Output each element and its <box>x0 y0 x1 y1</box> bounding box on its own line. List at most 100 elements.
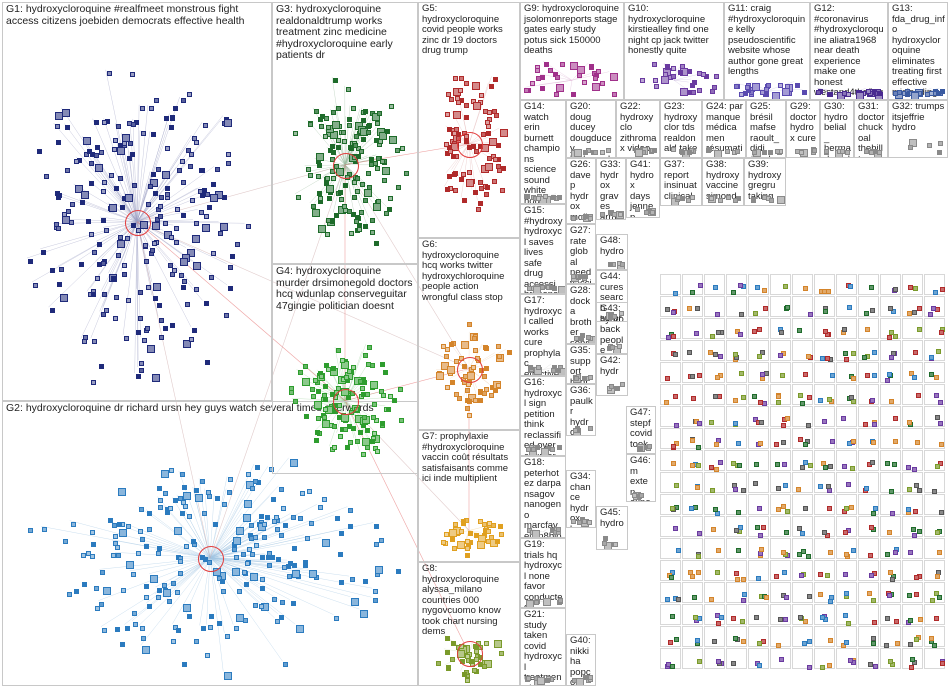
graph-node <box>640 78 646 84</box>
small-group-cell <box>682 450 703 471</box>
graph-node <box>440 540 446 546</box>
graph-node <box>152 222 161 231</box>
graph-node <box>572 427 578 433</box>
graph-node <box>140 636 146 642</box>
graph-node <box>612 541 618 547</box>
graph-node <box>450 641 456 647</box>
graph-node <box>871 510 877 516</box>
graph-node <box>649 210 655 215</box>
graph-node <box>578 274 584 280</box>
graph-node <box>453 521 459 527</box>
graph-node <box>850 350 856 356</box>
graph-node <box>535 195 541 201</box>
graph-node <box>174 526 183 535</box>
group-label: G5: hydroxycloroquine covid people works… <box>422 3 503 56</box>
small-group-cell <box>814 274 835 295</box>
graph-node <box>690 195 696 201</box>
group-label: G10: hydroxycloroquine kirstiealley find… <box>628 3 709 56</box>
graph-node <box>888 570 894 576</box>
graph-node <box>931 488 937 494</box>
graph-node <box>325 366 331 372</box>
graph-node <box>486 529 492 535</box>
graph-node <box>591 83 600 92</box>
graph-node <box>132 182 138 188</box>
small-group-cell <box>704 626 725 647</box>
small-group-cell <box>660 472 681 493</box>
graph-node <box>600 150 606 155</box>
small-group-cell <box>770 626 791 648</box>
graph-node <box>884 378 890 384</box>
graph-node <box>364 427 370 433</box>
graph-node <box>675 596 681 602</box>
graph-node <box>717 393 723 399</box>
small-group-cell <box>814 516 835 538</box>
graph-node <box>913 637 919 643</box>
small-group-cell <box>880 604 901 625</box>
small-group-cell <box>726 582 747 603</box>
graph-node <box>700 72 706 78</box>
edge <box>570 80 573 91</box>
graph-node <box>283 662 289 668</box>
graph-node <box>498 650 504 656</box>
graph-node <box>316 191 322 197</box>
graph-node <box>730 460 736 466</box>
graph-node <box>98 364 104 370</box>
graph-node <box>841 642 847 648</box>
graph-node <box>274 514 280 520</box>
small-group-cell <box>748 296 769 317</box>
graph-node <box>534 445 540 450</box>
edge <box>209 485 279 559</box>
graph-node <box>396 184 402 190</box>
graph-node <box>241 569 247 575</box>
small-group-cell <box>748 274 769 295</box>
graph-node <box>101 120 107 126</box>
graph-node <box>452 111 461 120</box>
small-group-cell <box>902 626 923 648</box>
small-group-cell <box>660 318 681 340</box>
graph-node <box>436 660 442 666</box>
graph-node <box>482 663 488 669</box>
graph-node <box>58 267 64 273</box>
small-group-cell <box>902 406 923 428</box>
graph-node <box>380 361 386 367</box>
graph-node <box>475 207 481 213</box>
graph-node <box>138 507 144 513</box>
small-group-cell <box>770 648 791 669</box>
graph-node <box>730 290 736 296</box>
graph-node <box>478 92 484 98</box>
graph-node <box>286 564 292 570</box>
graph-node <box>93 585 99 591</box>
graph-node <box>752 416 758 422</box>
graph-node <box>360 385 365 391</box>
graph-node <box>827 91 833 97</box>
small-group-cell <box>660 538 681 559</box>
graph-node <box>87 148 93 154</box>
graph-node <box>281 505 287 511</box>
graph-node <box>304 535 310 541</box>
graph-node <box>487 520 493 526</box>
graph-node <box>712 393 718 399</box>
graph-node <box>843 356 849 362</box>
graph-node <box>844 505 850 511</box>
small-group-cell <box>880 472 901 494</box>
graph-node <box>205 489 211 495</box>
graph-node <box>259 576 265 582</box>
graph-node <box>319 373 325 379</box>
edge <box>41 526 211 559</box>
graph-node <box>292 563 298 569</box>
graph-node <box>828 550 834 556</box>
graph-node <box>690 438 696 444</box>
group-label: G48: hydro <box>600 235 624 257</box>
small-group-cell <box>924 428 945 449</box>
group-panel-g8: G8: hydroxycloroquine alyssa_milano coun… <box>418 562 520 686</box>
graph-node <box>373 240 379 246</box>
graph-node <box>111 147 117 153</box>
graph-node <box>448 149 454 155</box>
graph-node <box>339 579 345 585</box>
graph-node <box>741 598 747 603</box>
graph-node <box>484 191 490 197</box>
graph-node <box>697 283 703 289</box>
small-group-cell <box>704 406 725 427</box>
graph-node <box>583 213 589 219</box>
small-group-cell <box>902 538 923 559</box>
